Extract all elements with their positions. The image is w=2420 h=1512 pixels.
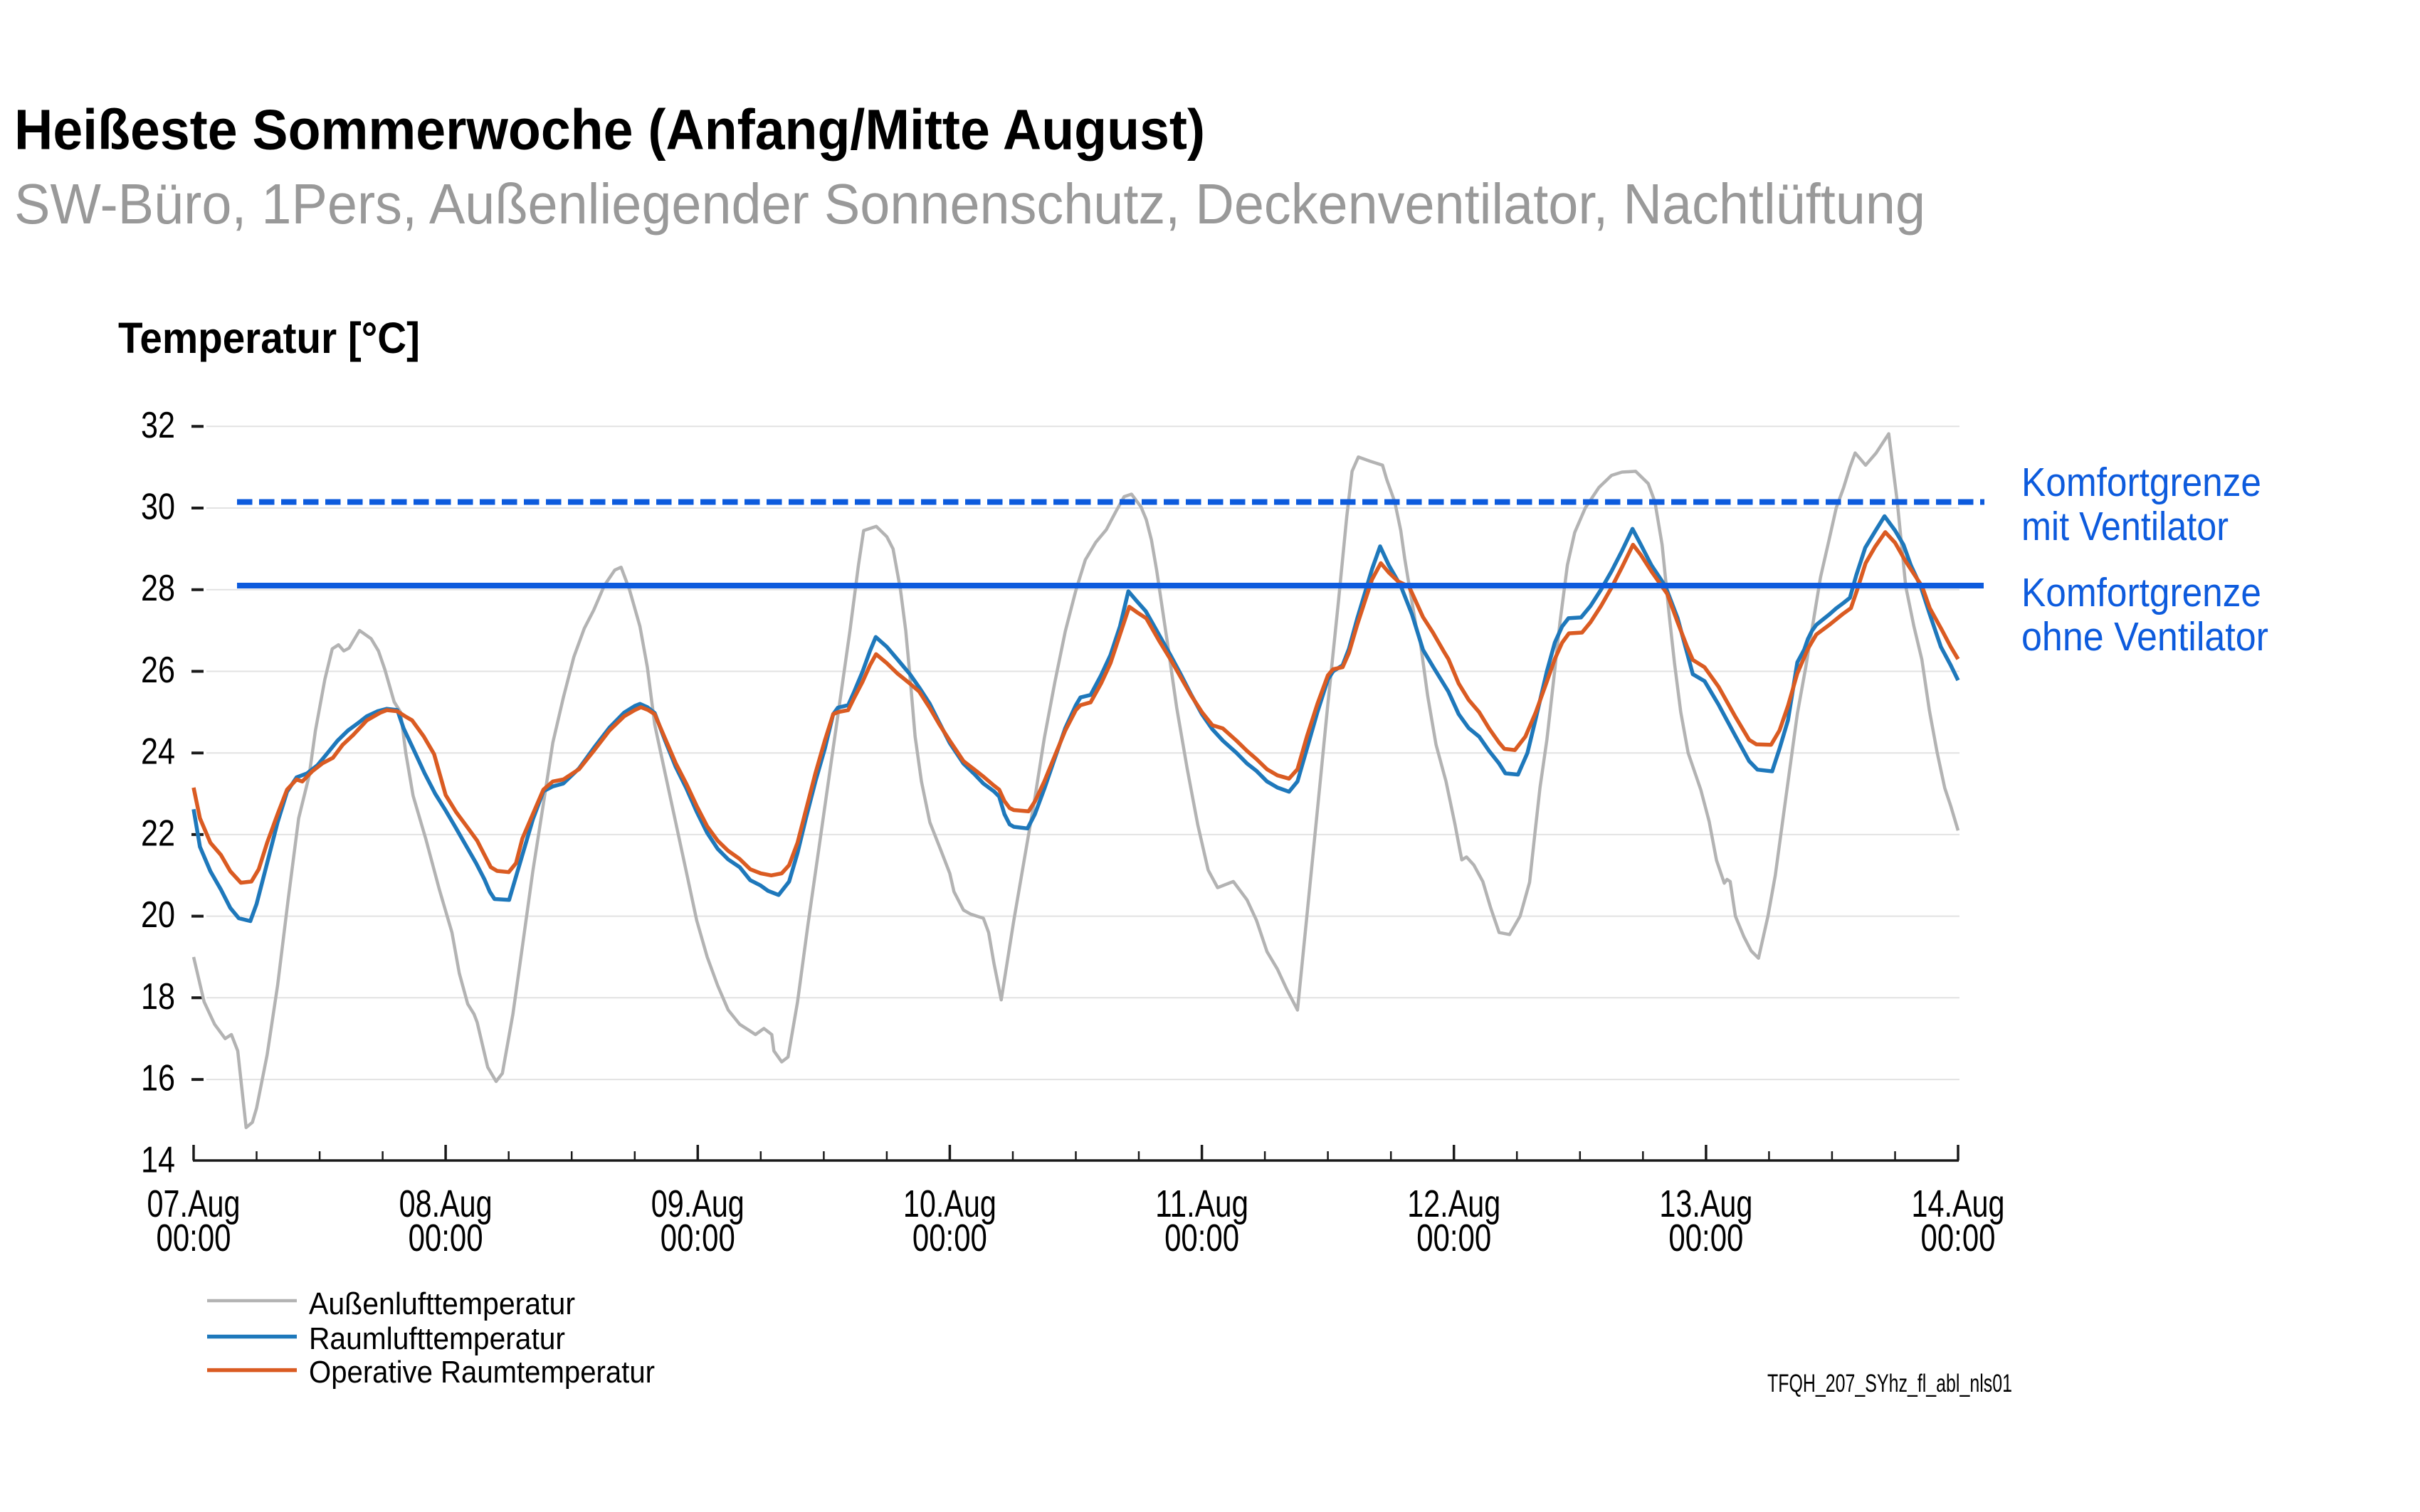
svg-text:16: 16 [141,1058,175,1099]
svg-text:00:00: 00:00 [157,1217,231,1259]
svg-text:mit Ventilator: mit Ventilator [2021,504,2229,549]
svg-text:Komfortgrenze: Komfortgrenze [2021,460,2261,505]
svg-text:09.Aug: 09.Aug [651,1183,745,1225]
svg-text:30: 30 [141,487,175,528]
svg-text:Heißeste Sommerwoche (Anfang/M: Heißeste Sommerwoche (Anfang/Mitte Augus… [14,98,1205,162]
svg-text:22: 22 [141,813,175,854]
svg-text:12.Aug: 12.Aug [1407,1183,1500,1225]
svg-text:Temperatur [°C]: Temperatur [°C] [118,314,420,362]
svg-text:26: 26 [141,650,175,691]
svg-text:Außenlufttemperatur: Außenlufttemperatur [309,1286,575,1321]
svg-text:13.Aug: 13.Aug [1659,1183,1752,1225]
svg-text:Operative Raumtemperatur: Operative Raumtemperatur [309,1355,655,1390]
svg-text:32: 32 [141,405,175,446]
svg-text:20: 20 [141,894,175,936]
svg-text:ohne Ventilator: ohne Ventilator [2021,614,2268,660]
svg-text:07.Aug: 07.Aug [147,1183,241,1225]
svg-text:TFQH_207_SYhz_fl_abl_nls01: TFQH_207_SYhz_fl_abl_nls01 [1767,1370,2012,1397]
svg-text:11.Aug: 11.Aug [1155,1183,1248,1225]
svg-text:00:00: 00:00 [912,1217,987,1259]
svg-text:14.Aug: 14.Aug [1912,1183,2005,1225]
svg-text:SW-Büro, 1Pers, Außenliegender: SW-Büro, 1Pers, Außenliegender Sonnensch… [14,172,1925,236]
svg-text:00:00: 00:00 [409,1217,483,1259]
svg-text:00:00: 00:00 [661,1217,735,1259]
svg-text:00:00: 00:00 [1668,1217,1743,1259]
svg-text:24: 24 [141,731,175,773]
svg-text:08.Aug: 08.Aug [399,1183,493,1225]
svg-text:00:00: 00:00 [1921,1217,1996,1259]
svg-text:Raumlufttemperatur: Raumlufttemperatur [309,1321,565,1356]
svg-text:00:00: 00:00 [1416,1217,1491,1259]
svg-text:Komfortgrenze: Komfortgrenze [2021,570,2261,615]
svg-text:10.Aug: 10.Aug [903,1183,996,1225]
svg-text:00:00: 00:00 [1164,1217,1239,1259]
svg-text:28: 28 [141,568,175,609]
svg-text:14: 14 [141,1139,175,1180]
svg-text:18: 18 [141,976,175,1017]
